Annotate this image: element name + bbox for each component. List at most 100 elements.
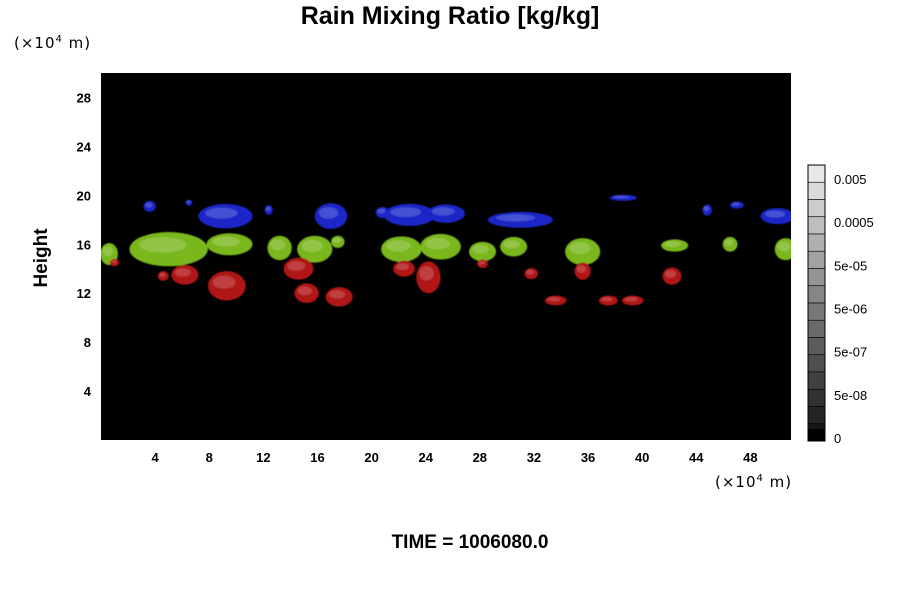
x-tick-label: 4 (152, 450, 160, 465)
y-unit-tail: m) (62, 34, 92, 52)
colorbar-frame (807, 164, 826, 442)
green-rain-blob-highlight (425, 237, 450, 250)
green-rain-blob-highlight (777, 241, 791, 252)
colorbar: 0.005 0.0005 5e-05 5e-06 5e-07 5e-08 0 (807, 164, 874, 446)
y-tick-label: 24 (77, 139, 92, 154)
colorbar-label: 0 (834, 431, 841, 446)
red-rain-blob-highlight (159, 272, 166, 278)
x-tick-label: 40 (635, 450, 649, 465)
y-tick-labels: 4 8 12 16 20 24 28 (77, 90, 92, 399)
red-rain-blob-highlight (110, 260, 117, 264)
red-rain-blob-highlight (576, 265, 587, 273)
colorbar-segment (807, 406, 826, 425)
y-tick-label: 28 (77, 90, 91, 105)
y-tick-label: 12 (77, 286, 91, 301)
x-unit-base: (×10 (715, 473, 757, 491)
green-rain-blob-highlight (332, 237, 341, 244)
green-rain-blob-highlight (102, 246, 114, 257)
blue-rain-blob-highlight (703, 206, 710, 212)
x-axis-unit: (×104 m) (715, 473, 792, 491)
green-rain-blob-highlight (724, 239, 734, 246)
green-rain-blob-highlight (301, 239, 323, 252)
x-tick-labels: 4 8 12 16 20 24 28 32 36 40 44 48 (152, 450, 758, 465)
colorbar-segment (807, 319, 826, 338)
x-tick-label: 44 (689, 450, 704, 465)
x-tick-label: 12 (256, 450, 270, 465)
blue-rain-blob-highlight (390, 207, 422, 218)
colorbar-label: 5e-08 (834, 388, 867, 403)
rain-features (101, 194, 791, 307)
chart-title: Rain Mixing Ratio [kg/kg] (300, 2, 600, 30)
colorbar-label: 5e-07 (834, 345, 867, 360)
colorbar-segment (807, 371, 826, 390)
x-tick-label: 8 (206, 450, 213, 465)
red-rain-blob-highlight (664, 270, 677, 278)
y-axis-unit: (×104 m) (14, 34, 91, 52)
green-rain-blob-highlight (503, 239, 520, 249)
blue-rain-blob-highlight (731, 202, 740, 206)
time-label: TIME = 1006080.0 (391, 532, 549, 553)
blue-rain-blob-highlight (186, 200, 191, 204)
blue-rain-blob-highlight (377, 208, 386, 214)
x-unit-tail: m) (763, 473, 793, 491)
red-rain-blob-highlight (478, 260, 485, 265)
red-rain-blob-highlight (526, 269, 535, 275)
green-rain-blob-highlight (664, 241, 681, 247)
blue-rain-blob-highlight (613, 195, 630, 199)
x-tick-label: 16 (310, 450, 324, 465)
y-tick-label: 4 (84, 384, 92, 399)
colorbar-segment (807, 199, 826, 218)
red-rain-blob-highlight (287, 261, 306, 271)
red-rain-blob-highlight (212, 275, 236, 289)
red-rain-blob-highlight (547, 297, 561, 302)
colorbar-label: 5e-05 (834, 258, 867, 273)
x-tick-label: 24 (418, 450, 433, 465)
green-rain-blob-highlight (270, 239, 286, 251)
y-unit-exponent: 4 (55, 34, 63, 45)
red-rain-blob-highlight (297, 286, 313, 296)
colorbar-zero-segment (808, 429, 825, 441)
y-tick-label: 16 (77, 237, 91, 252)
x-tick-label: 28 (473, 450, 487, 465)
blue-rain-blob-highlight (764, 210, 786, 218)
x-tick-label: 20 (364, 450, 378, 465)
green-rain-blob-highlight (139, 237, 187, 253)
green-rain-blob-highlight (472, 244, 489, 254)
colorbar-segment (807, 250, 826, 269)
colorbar-segment (807, 388, 826, 407)
blue-rain-blob-highlight (318, 207, 339, 219)
colorbar-segment (807, 354, 826, 373)
colorbar-label: 0.0005 (834, 215, 874, 230)
blue-rain-blob-highlight (145, 202, 153, 208)
y-tick-label: 8 (84, 335, 91, 350)
colorbar-segment (807, 337, 826, 356)
blue-rain-blob-highlight (496, 214, 536, 222)
green-rain-blob-highlight (212, 236, 240, 247)
colorbar-segment (807, 285, 826, 304)
colorbar-segment (807, 233, 826, 252)
colorbar-segment (807, 216, 826, 235)
red-rain-blob-highlight (419, 266, 434, 281)
x-tick-label: 48 (743, 450, 757, 465)
y-tick-label: 20 (77, 188, 91, 203)
red-rain-blob-highlight (328, 290, 346, 299)
green-rain-blob-highlight (569, 242, 591, 255)
red-rain-blob-highlight (395, 263, 409, 271)
blue-rain-blob-highlight (205, 207, 238, 219)
y-unit-base: (×10 (14, 34, 56, 52)
colorbar-segment (807, 164, 826, 183)
colorbar-label: 0.005 (834, 172, 867, 187)
x-tick-label: 32 (527, 450, 541, 465)
colorbar-segment (807, 302, 826, 321)
x-unit-exponent: 4 (756, 473, 764, 484)
colorbar-segment (807, 268, 826, 287)
colorbar-label: 5e-06 (834, 302, 867, 317)
red-rain-blob-highlight (624, 297, 638, 302)
x-tick-label: 36 (581, 450, 595, 465)
blue-rain-blob-highlight (265, 206, 271, 211)
blue-rain-blob-highlight (431, 207, 455, 216)
red-rain-blob-highlight (174, 267, 191, 277)
colorbar-segment (807, 181, 826, 200)
green-rain-blob-highlight (386, 240, 411, 252)
